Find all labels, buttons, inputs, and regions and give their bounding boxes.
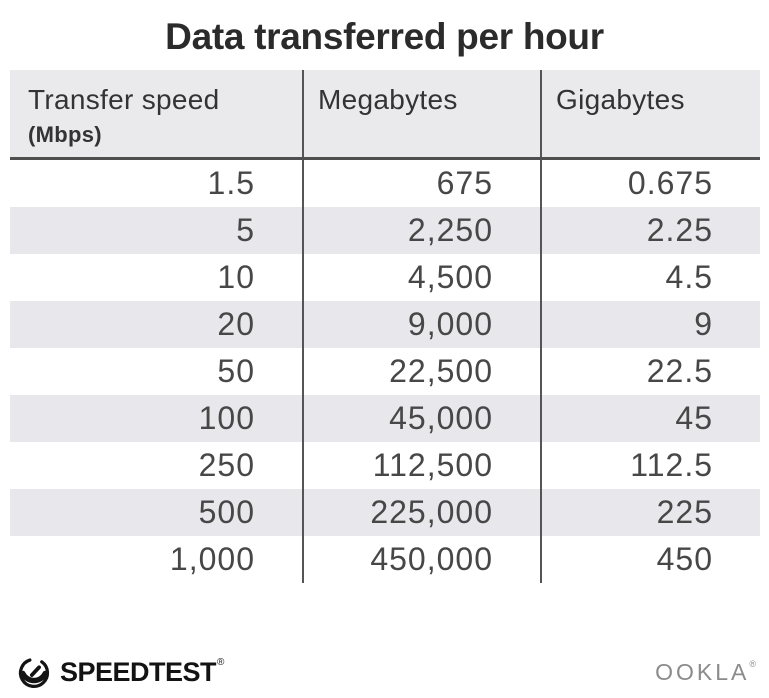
speedtest-gauge-icon [18, 658, 50, 688]
cell-gigabytes: 2.25 [540, 207, 760, 254]
column-header-transfer-speed-label: Transfer speed [28, 84, 220, 115]
cell-transfer-speed: 50 [217, 353, 255, 389]
cell-megabytes: 2,250 [302, 207, 540, 254]
cell-gigabytes: 112.5 [540, 442, 760, 489]
table-body: 1.5 675 0.675 5 2,250 2.25 10 4,500 4.5 20 9,000 9 5… [10, 160, 760, 583]
speedtest-wordmark: SPEEDTEST [60, 657, 217, 687]
table-row: 5 2,250 2.25 [10, 207, 760, 254]
cell-gigabytes: 225 [540, 489, 760, 536]
column-header-mbps-unit: (Mbps) [28, 122, 102, 147]
speedtest-registered-mark-icon: ® [217, 657, 225, 668]
cell-gigabytes: 22.5 [540, 348, 760, 395]
cell-transfer-speed: 1.5 [207, 165, 255, 201]
footer: SPEEDTEST ® OOKLA® [16, 649, 756, 695]
cell-megabytes: 22,500 [302, 348, 540, 395]
cell-megabytes: 225,000 [302, 489, 540, 536]
cell-transfer-speed: 100 [198, 400, 255, 436]
column-header-gigabytes-label: Gigabytes [556, 84, 685, 115]
table-row: 1.5 675 0.675 [10, 160, 760, 207]
table-row: 50 22,500 22.5 [10, 348, 760, 395]
table-row: 20 9,000 9 [10, 301, 760, 348]
cell-transfer-speed: 5 [236, 212, 255, 248]
column-header-gigabytes: Gigabytes [540, 70, 760, 157]
cell-gigabytes: 9 [540, 301, 760, 348]
cell-transfer-speed: 500 [198, 494, 255, 530]
column-header-megabytes-label: Megabytes [318, 84, 458, 115]
cell-megabytes: 675 [302, 160, 540, 207]
cell-gigabytes: 450 [540, 536, 760, 583]
cell-transfer-speed: 10 [217, 259, 255, 295]
ookla-registered-mark-icon: ® [749, 658, 756, 669]
ookla-logo: OOKLA® [655, 659, 756, 686]
cell-megabytes: 45,000 [302, 395, 540, 442]
cell-megabytes: 112,500 [302, 442, 540, 489]
cell-megabytes: 4,500 [302, 254, 540, 301]
column-header-megabytes: Megabytes [302, 70, 540, 157]
ookla-wordmark: OOKLA [655, 658, 750, 685]
cell-gigabytes: 4.5 [540, 254, 760, 301]
speedtest-logo: SPEEDTEST ® [16, 654, 224, 690]
data-table: Transfer speed (Mbps) Megabytes Gigabyte… [10, 70, 760, 583]
table-header-row: Transfer speed (Mbps) Megabytes Gigabyte… [10, 70, 760, 160]
table-row: 500 225,000 225 [10, 489, 760, 536]
page-title: Data transferred per hour [165, 16, 604, 57]
cell-gigabytes: 45 [540, 395, 760, 442]
column-header-transfer-speed: Transfer speed (Mbps) [10, 70, 302, 157]
table-row: 1,000 450,000 450 [10, 536, 760, 583]
cell-transfer-speed: 250 [198, 447, 255, 483]
cell-megabytes: 450,000 [302, 536, 540, 583]
cell-transfer-speed: 20 [217, 306, 255, 342]
table-row: 250 112,500 112.5 [10, 442, 760, 489]
table-row: 100 45,000 45 [10, 395, 760, 442]
cell-transfer-speed: 1,000 [169, 541, 255, 577]
cell-gigabytes: 0.675 [540, 160, 760, 207]
cell-megabytes: 9,000 [302, 301, 540, 348]
table-row: 10 4,500 4.5 [10, 254, 760, 301]
